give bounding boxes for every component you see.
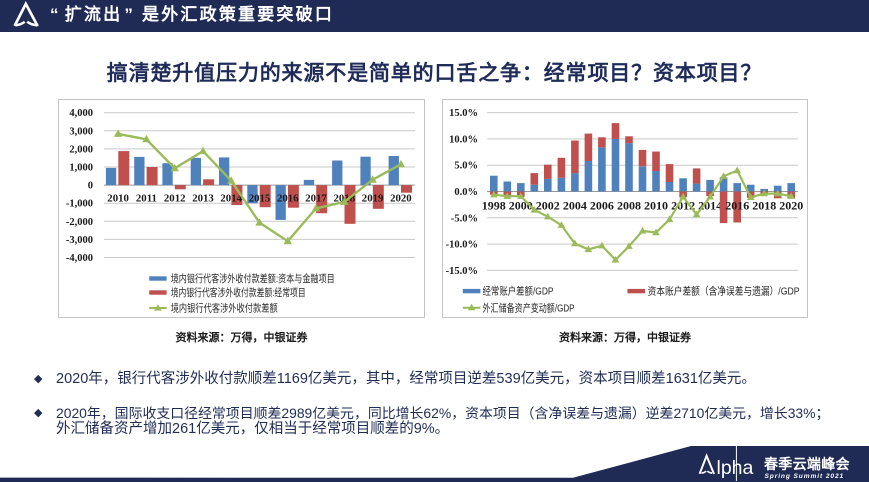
svg-text:10.0%: 10.0% xyxy=(449,134,478,145)
svg-text:0.0%: 0.0% xyxy=(454,187,478,198)
svg-text:资本账户差额（含净误差与遗漏）/GDP: 资本账户差额（含净误差与遗漏）/GDP xyxy=(648,285,800,298)
svg-text:5.0%: 5.0% xyxy=(454,161,478,172)
svg-text:lpha: lpha xyxy=(717,457,754,479)
svg-text:2008: 2008 xyxy=(617,199,641,213)
svg-text:0: 0 xyxy=(88,181,93,192)
svg-text:4,000: 4,000 xyxy=(69,108,93,119)
svg-text:2014: 2014 xyxy=(698,199,722,213)
svg-text:春季云端峰会: 春季云端峰会 xyxy=(763,456,850,472)
svg-text:2016: 2016 xyxy=(725,199,749,213)
svg-text:2019: 2019 xyxy=(362,193,384,205)
svg-text:15.0%: 15.0% xyxy=(449,108,478,119)
svg-text:-1,000: -1,000 xyxy=(66,199,93,210)
svg-text:经常账户差额/GDP: 经常账户差额/GDP xyxy=(483,285,554,298)
svg-text:2013: 2013 xyxy=(192,193,214,205)
svg-text:2012: 2012 xyxy=(164,193,186,205)
svg-text:境内银行代客涉外收付款差额:经常项目: 境内银行代客涉外收付款差额:经常项目 xyxy=(171,286,306,299)
svg-text:1,000: 1,000 xyxy=(69,163,93,174)
svg-text:-15.0%: -15.0% xyxy=(446,266,478,277)
svg-text:境内银行代客涉外收付款差额: 境内银行代客涉外收付款差额 xyxy=(171,302,278,315)
svg-text:-10.0%: -10.0% xyxy=(446,240,478,251)
svg-text:2016: 2016 xyxy=(277,193,299,205)
svg-text:境内银行代客涉外收付款差额:资本与金融项目: 境内银行代客涉外收付款差额:资本与金融项目 xyxy=(171,272,335,285)
svg-text:2002: 2002 xyxy=(536,199,560,213)
svg-text:-3,000: -3,000 xyxy=(66,235,93,246)
svg-text:2012: 2012 xyxy=(671,199,695,213)
svg-text:2018: 2018 xyxy=(752,199,776,213)
svg-text:2011: 2011 xyxy=(136,193,157,205)
svg-text:2020: 2020 xyxy=(779,199,803,213)
svg-text:2004: 2004 xyxy=(563,199,587,213)
svg-text:2015: 2015 xyxy=(249,193,271,205)
svg-text:-4,000: -4,000 xyxy=(66,253,93,264)
svg-text:-5.0%: -5.0% xyxy=(451,213,478,224)
svg-text:2014: 2014 xyxy=(220,193,242,205)
svg-text:-2,000: -2,000 xyxy=(66,217,93,228)
svg-text:Spring Summit 2021: Spring Summit 2021 xyxy=(765,473,845,480)
svg-text:2006: 2006 xyxy=(590,199,614,213)
svg-text:2,000: 2,000 xyxy=(69,144,93,155)
svg-text:1998: 1998 xyxy=(482,199,506,213)
svg-text:外汇储备资产变动额/GDP: 外汇储备资产变动额/GDP xyxy=(483,301,575,314)
svg-text:2017: 2017 xyxy=(305,193,327,205)
svg-text:3,000: 3,000 xyxy=(69,126,93,137)
svg-text:2010: 2010 xyxy=(107,193,129,205)
svg-text:2020: 2020 xyxy=(390,193,412,205)
svg-text:2010: 2010 xyxy=(644,199,668,213)
